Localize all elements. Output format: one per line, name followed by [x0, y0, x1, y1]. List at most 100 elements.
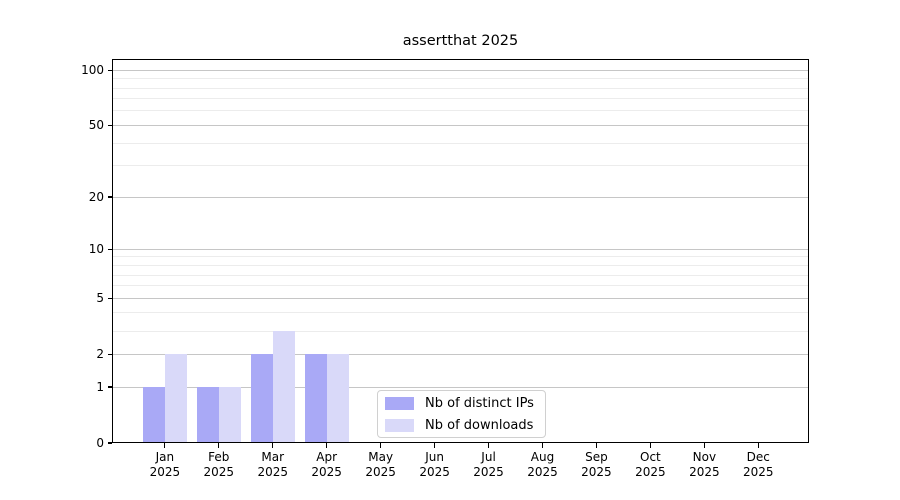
x-tick-month: Aug	[530, 450, 555, 464]
gridline-major	[112, 297, 809, 299]
x-tick-label: Feb 2025	[187, 450, 251, 480]
x-tick-month: Jan	[155, 450, 175, 464]
x-tick-month: Mar	[261, 450, 285, 464]
gridline-minor	[112, 87, 809, 89]
gridline-minor	[112, 110, 809, 112]
bar-mar-distinct-ips	[250, 354, 273, 443]
x-tick-month: Jun	[425, 450, 444, 464]
x-tick-year: 2025	[581, 465, 612, 479]
legend: Nb of distinct IPs Nb of downloads	[377, 390, 546, 438]
x-tick-label: Jul 2025	[457, 450, 521, 480]
x-tick-year: 2025	[689, 465, 720, 479]
x-tick-year: 2025	[203, 465, 235, 479]
x-tick-label: Apr 2025	[295, 450, 359, 480]
x-tick-month: Dec	[746, 450, 770, 464]
gridline-minor	[112, 285, 809, 287]
gridline-minor	[112, 78, 809, 80]
y-tick-label: 50	[88, 118, 104, 133]
y-tick-label: 100	[81, 63, 104, 78]
gridline-minor	[112, 274, 809, 276]
x-tick	[433, 443, 436, 448]
gridline-minor	[112, 312, 809, 314]
bar-apr-distinct-ips	[304, 354, 327, 443]
x-tick-year: 2025	[149, 465, 181, 479]
plot-frame	[112, 59, 809, 443]
gridline-major	[112, 353, 809, 355]
legend-label-distinct-ips: Nb of distinct IPs	[425, 395, 534, 411]
x-tick-month: Jul	[481, 450, 496, 464]
legend-item-distinct-ips: Nb of distinct IPs	[385, 396, 545, 411]
y-tick-label: 10	[88, 242, 104, 257]
x-tick-year: 2025	[743, 465, 774, 479]
x-tick	[164, 443, 166, 448]
x-tick-year: 2025	[527, 465, 558, 479]
x-tick-month: Nov	[692, 450, 717, 464]
gridline-minor	[112, 142, 809, 144]
bar-apr-downloads	[326, 354, 349, 443]
legend-item-downloads: Nb of downloads	[385, 418, 545, 433]
gridline-minor	[112, 256, 809, 258]
legend-label-downloads: Nb of downloads	[425, 417, 534, 433]
y-tick	[107, 442, 112, 444]
bar-mar-downloads	[272, 331, 295, 443]
bar-jan-downloads	[164, 354, 187, 443]
x-tick-label: Oct 2025	[618, 450, 682, 480]
gridline-major	[112, 248, 809, 250]
x-tick	[595, 443, 598, 448]
x-tick	[272, 443, 274, 448]
gridline-minor	[112, 265, 809, 266]
x-tick	[703, 443, 705, 448]
y-tick	[107, 297, 112, 299]
x-tick-year: 2025	[419, 465, 450, 479]
x-tick-label: May 2025	[349, 450, 413, 480]
x-tick-label: Jan 2025	[133, 450, 197, 480]
bar-feb-downloads	[218, 387, 241, 443]
gridline-major	[112, 69, 809, 71]
x-tick-month: May	[368, 450, 394, 464]
gridline-minor	[112, 165, 809, 167]
x-tick-month: Feb	[208, 450, 230, 464]
x-tick-label: Aug 2025	[511, 450, 575, 480]
y-tick	[107, 124, 112, 127]
x-tick	[649, 443, 652, 448]
bar-jan-distinct-ips	[142, 387, 165, 443]
x-tick-label: Sep 2025	[564, 450, 628, 480]
x-tick-year: 2025	[473, 465, 504, 479]
x-tick-year: 2025	[257, 465, 289, 479]
y-tick-label: 2	[96, 347, 104, 362]
bar-feb-distinct-ips	[196, 387, 219, 443]
x-tick-label: Jun 2025	[403, 450, 467, 480]
y-tick-label: 0	[96, 436, 104, 450]
gridline-major	[112, 124, 809, 126]
x-tick-year: 2025	[311, 465, 342, 479]
legend-swatch-distinct-ips	[385, 396, 414, 410]
gridline-minor	[112, 98, 809, 100]
gridline-major	[112, 386, 809, 388]
y-tick	[107, 69, 112, 71]
x-tick-month: Oct	[640, 450, 661, 464]
x-tick-month: Apr	[316, 450, 338, 464]
x-tick	[218, 443, 220, 448]
gridline-minor	[112, 330, 809, 332]
x-tick	[380, 443, 382, 448]
x-tick-month: Sep	[585, 450, 608, 464]
y-tick-label: 1	[96, 380, 104, 394]
x-tick-year: 2025	[365, 465, 396, 479]
x-tick	[487, 443, 490, 448]
x-tick	[326, 443, 328, 448]
x-tick	[541, 443, 544, 448]
gridline-major	[112, 196, 809, 198]
chart-title: assertthat 2025	[402, 33, 519, 49]
y-tick	[107, 386, 112, 388]
legend-swatch-downloads	[385, 418, 414, 432]
x-tick-label: Mar 2025	[241, 450, 305, 480]
y-tick-label: 5	[96, 291, 104, 306]
x-tick-year: 2025	[635, 465, 666, 479]
x-tick-label: Dec 2025	[726, 450, 790, 480]
y-tick	[107, 248, 112, 250]
x-tick-label: Nov 2025	[672, 450, 736, 480]
y-tick	[107, 196, 112, 198]
x-tick	[757, 443, 759, 448]
y-tick	[107, 353, 112, 355]
y-tick-label: 20	[88, 190, 104, 205]
